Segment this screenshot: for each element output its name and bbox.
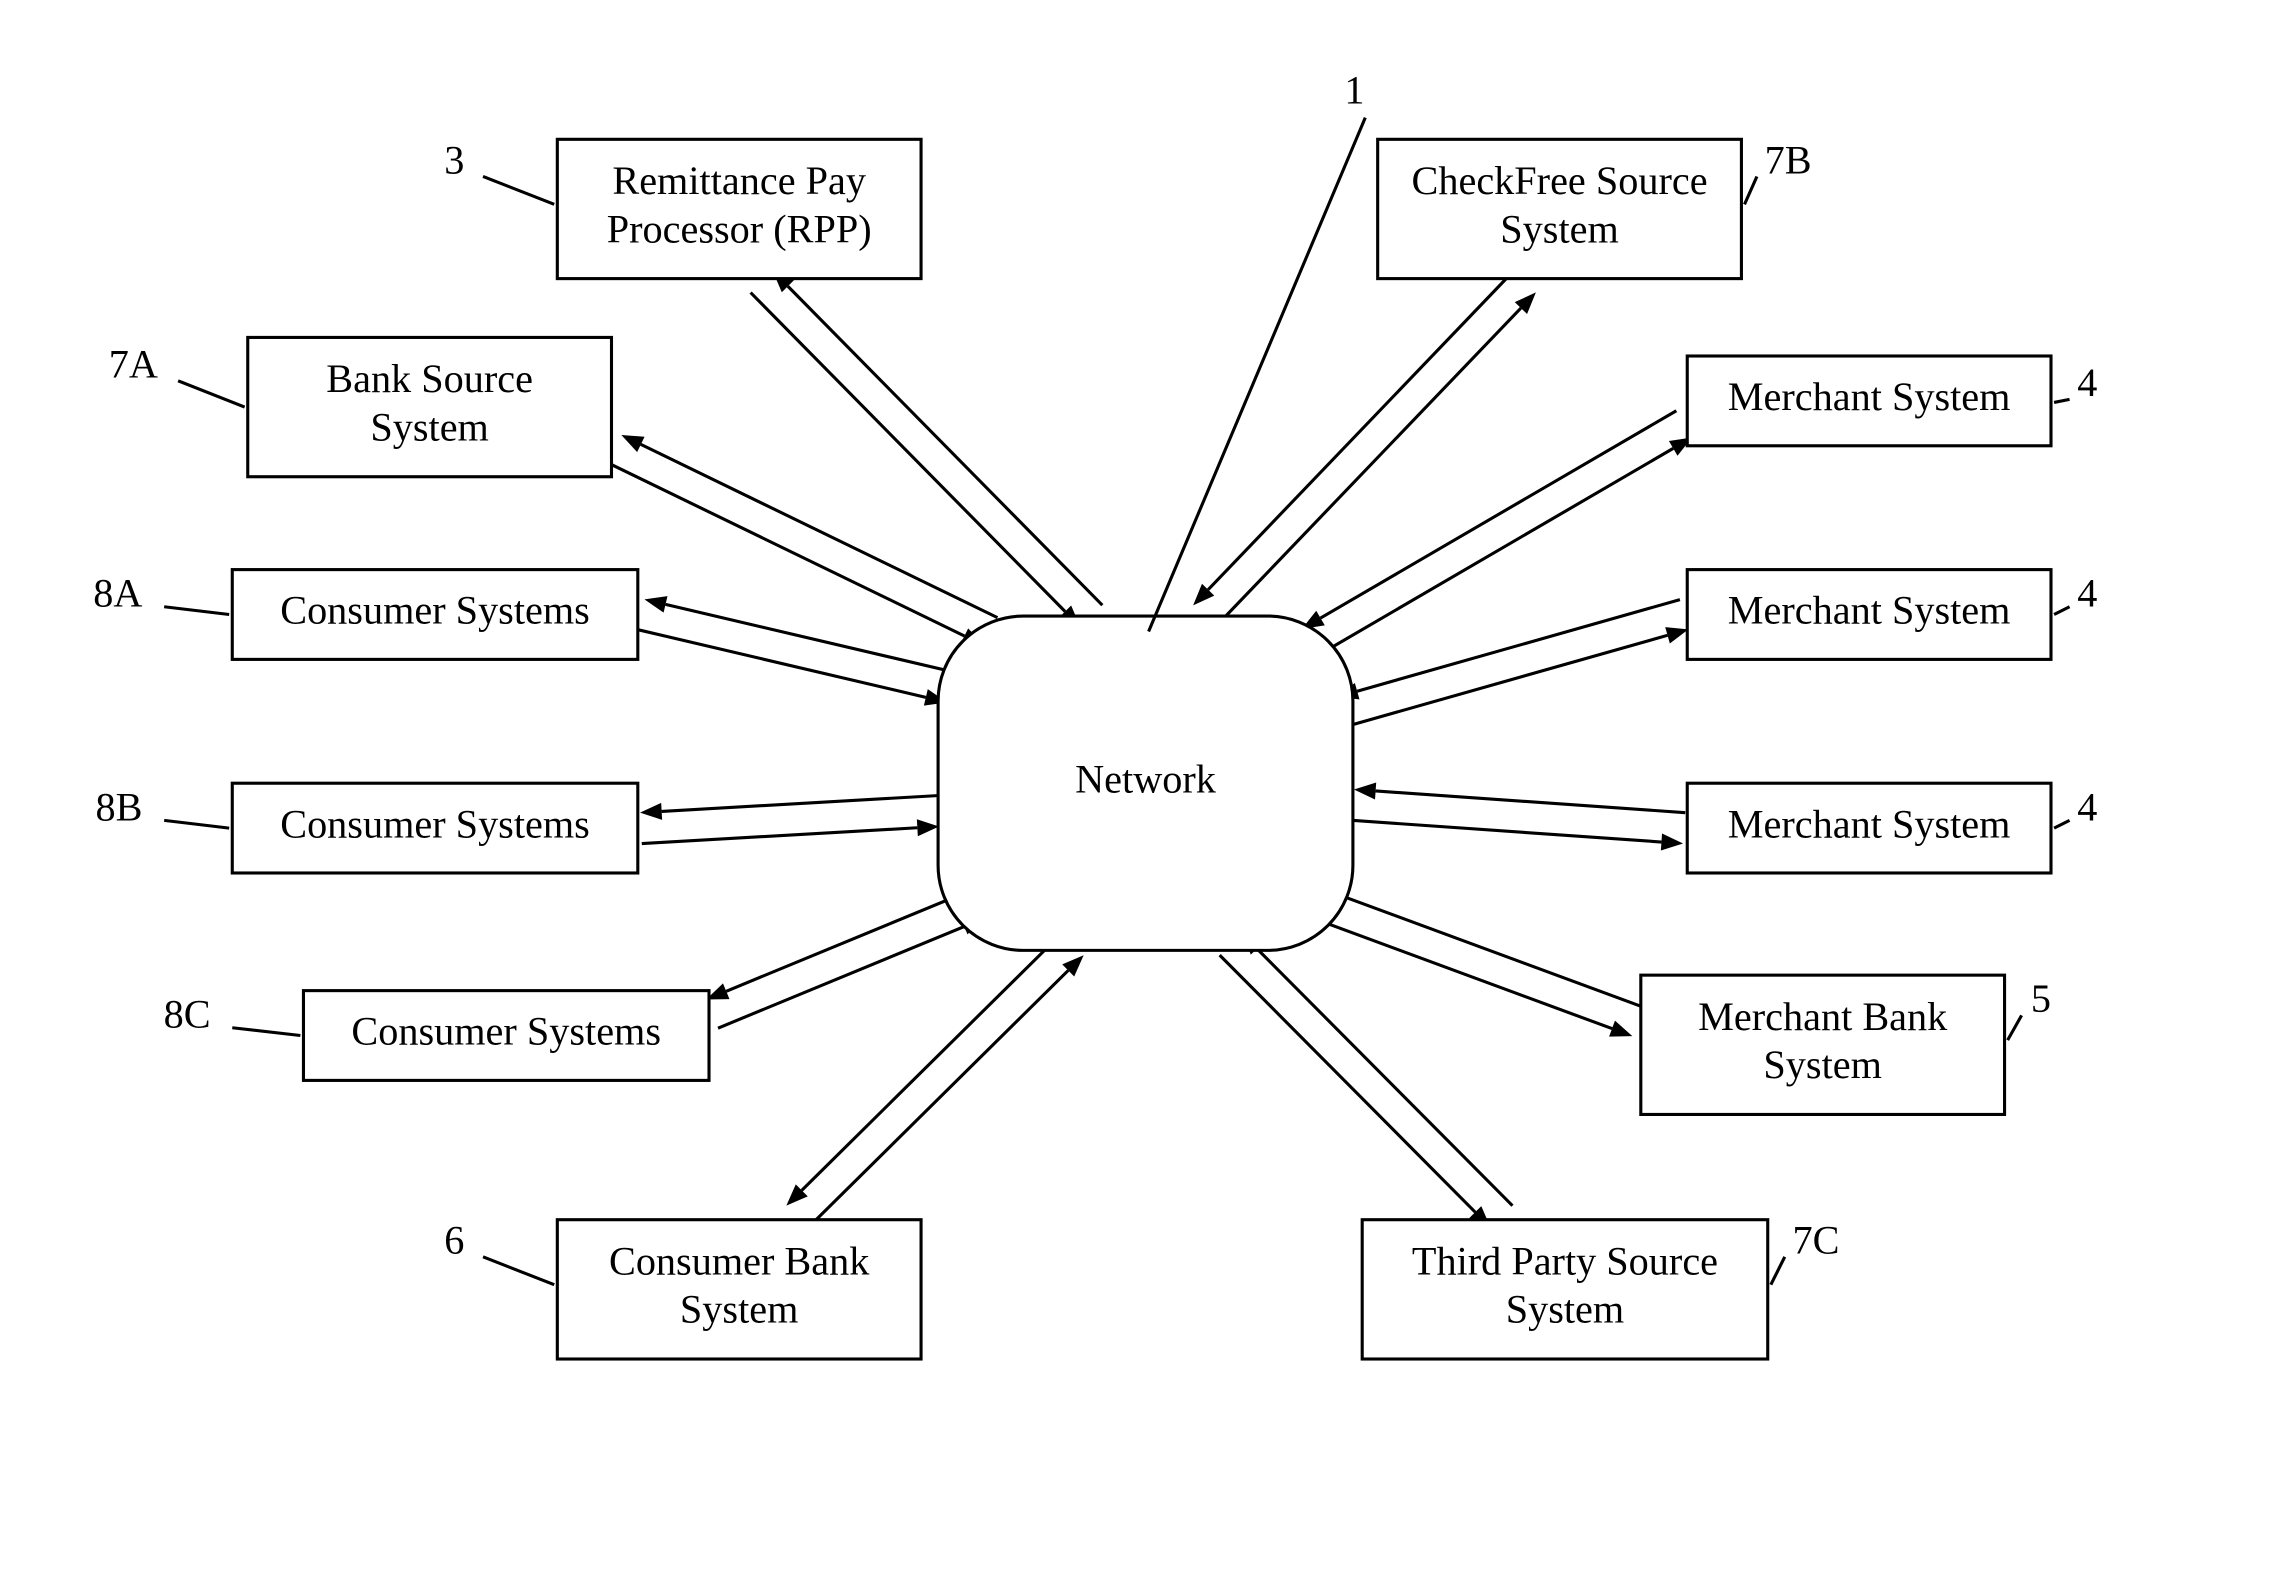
ref-label: 4	[2077, 784, 2097, 829]
node-bank-label: Bank Source	[326, 356, 533, 401]
node-tp-label: Third Party Source	[1412, 1238, 1718, 1283]
ref-label: 8A	[93, 571, 142, 616]
node-rpp-label: Remittance Pay	[612, 158, 866, 203]
ref-label: 1	[1344, 68, 1364, 113]
ref-label: 6	[444, 1218, 464, 1263]
node-bank-label: System	[370, 404, 488, 449]
node-tp-label: System	[1506, 1287, 1624, 1332]
ref-label: 4	[2077, 360, 2097, 405]
node-c8a-label: Consumer Systems	[280, 588, 590, 633]
ref-label: 7C	[1793, 1218, 1840, 1263]
ref-label: 5	[2031, 976, 2051, 1021]
node-m3-label: Merchant System	[1728, 801, 2011, 846]
node-mb-label: Merchant Bank	[1698, 994, 1948, 1039]
diagram-canvas: Network 1 Remittance PayProcessor (RPP) 3 Ch…	[0, 0, 2291, 1585]
node-m1-label: Merchant System	[1728, 374, 2011, 419]
node-c8b-label: Consumer Systems	[280, 801, 590, 846]
node-cf-label: System	[1500, 206, 1618, 251]
network-hub-label: Network	[1075, 756, 1217, 801]
ref-label: 7A	[109, 342, 158, 387]
node-m2-label: Merchant System	[1728, 588, 2011, 633]
ref-label: 4	[2077, 571, 2097, 616]
ref-label: 8B	[96, 784, 143, 829]
node-rpp-label: Processor (RPP)	[607, 206, 872, 251]
node-c8c-label: Consumer Systems	[351, 1009, 661, 1054]
ref-label: 8C	[164, 992, 211, 1037]
ref-label: 3	[444, 137, 464, 182]
node-mb-label: System	[1763, 1042, 1881, 1087]
ref-label: 7B	[1765, 137, 1812, 182]
node-cb-label: Consumer Bank	[609, 1238, 870, 1283]
node-cb-label: System	[680, 1287, 798, 1332]
node-cf-label: CheckFree Source	[1412, 158, 1708, 203]
